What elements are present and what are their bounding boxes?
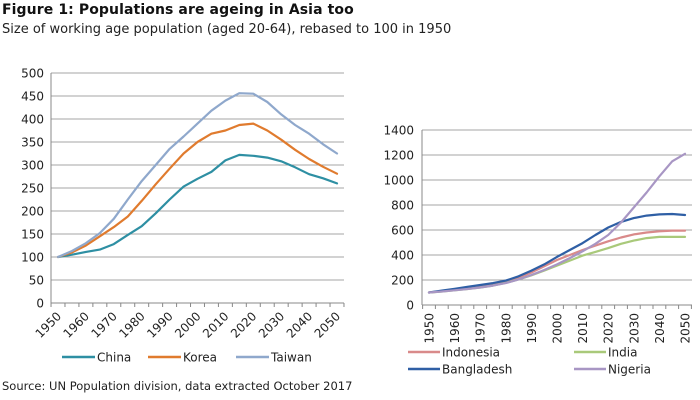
x-tick-label: 1950	[33, 309, 64, 340]
x-tick-label: 2010	[576, 313, 590, 344]
legend-label-nigeria: Nigeria	[608, 363, 651, 377]
y-tick-label: 1000	[383, 174, 414, 188]
y-tick-label: 0	[36, 297, 44, 311]
series-line-nigeria	[427, 152, 687, 294]
series-line-bangladesh	[427, 212, 687, 294]
x-tick-label: 2030	[627, 313, 641, 344]
y-tick-label: 200	[21, 205, 44, 219]
x-tick-label: 1970	[474, 313, 488, 344]
legend-label-china: China	[97, 351, 131, 365]
y-tick-label: 0	[406, 299, 414, 313]
x-tick-label: 1990	[525, 313, 539, 344]
x-tick-label: 2030	[256, 309, 287, 340]
y-tick-label: 500	[21, 67, 44, 81]
y-tick-label: 100	[21, 251, 44, 265]
x-tick-label: 2050	[312, 309, 343, 340]
legend-label-korea: Korea	[183, 351, 217, 365]
x-tick-label: 1970	[88, 309, 119, 340]
x-tick-label: 1980	[499, 313, 513, 344]
legend-label-india: India	[608, 346, 637, 360]
x-tick-label: 2040	[653, 313, 667, 344]
x-tick-label: 2000	[551, 313, 565, 344]
x-tick-label: 1950	[423, 313, 437, 344]
y-tick-label: 600	[391, 224, 414, 238]
y-tick-label: 300	[21, 159, 44, 173]
y-tick-label: 800	[391, 199, 414, 213]
series-line-korea	[56, 122, 339, 259]
left-chart-asia: 0501001502002503003504004505001950196019…	[21, 67, 345, 365]
x-tick-label: 2020	[602, 313, 616, 344]
y-tick-label: 150	[21, 228, 44, 242]
y-tick-label: 400	[391, 249, 414, 263]
x-tick-label: 2040	[284, 309, 315, 340]
series-line-china	[56, 153, 339, 259]
y-tick-label: 1200	[383, 149, 414, 163]
x-tick-label: 1990	[144, 309, 175, 340]
y-tick-label: 1400	[383, 124, 414, 138]
right-chart-south-asia-africa: 0 200 400 600 800 1000 1200 1400 1950 1960 1970 198…	[383, 124, 692, 377]
figure-subtitle: Size of working age population (aged 20-…	[2, 22, 452, 37]
x-tick-label: 2050	[679, 313, 693, 344]
legend-label-bangladesh: Bangladesh	[442, 363, 512, 377]
y-tick-label: 350	[21, 136, 44, 150]
series-line-taiwan	[56, 92, 339, 259]
y-tick-label: 450	[21, 90, 44, 104]
y-tick-label: 50	[29, 274, 44, 288]
y-tick-label: 400	[21, 113, 44, 127]
source-note: Source: UN Population division, data ext…	[2, 379, 353, 393]
series-line-indonesia	[427, 229, 687, 294]
x-tick-label: 2010	[200, 309, 231, 340]
legend-label-indonesia: Indonesia	[442, 346, 500, 360]
x-tick-label: 1980	[116, 309, 147, 340]
x-tick-label: 2000	[172, 309, 203, 340]
x-tick-label: 1960	[61, 309, 92, 340]
x-tick-label: 1960	[448, 313, 462, 344]
figure-title: Figure 1: Populations are ageing in Asia…	[2, 2, 354, 18]
y-tick-label: 250	[21, 182, 44, 196]
y-tick-label: 200	[391, 274, 414, 288]
x-tick-label: 2020	[228, 309, 259, 340]
legend-label-taiwan: Taiwan	[270, 351, 312, 365]
